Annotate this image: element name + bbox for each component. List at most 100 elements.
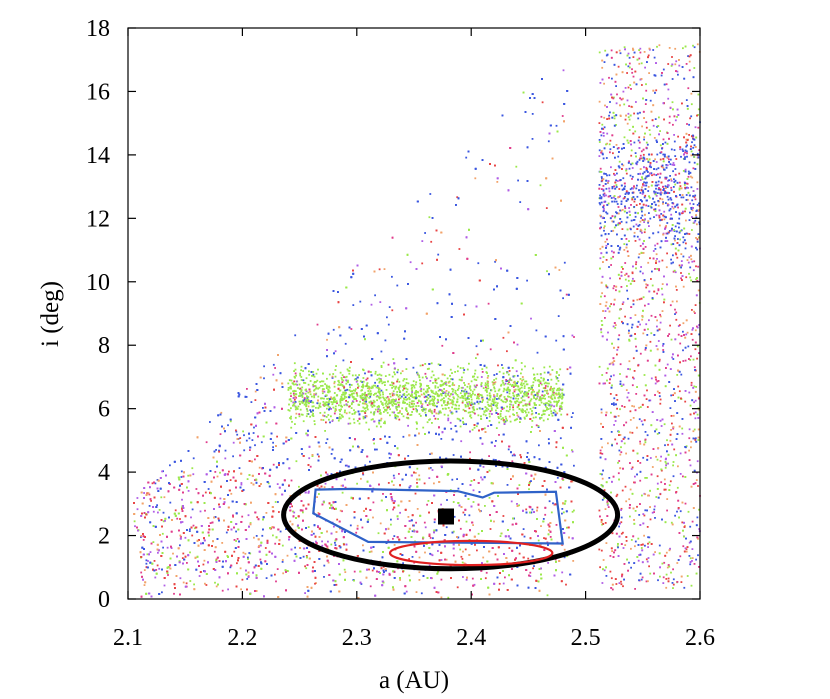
scatter-point [307,503,310,506]
scatter-point [561,426,564,429]
scatter-point [268,485,271,488]
scatter-point [472,489,475,492]
scatter-point [356,555,359,557]
scatter-point [535,579,538,582]
scatter-point [309,465,312,468]
scatter-point [533,456,536,459]
scatter-point [459,527,462,530]
scatter-point [363,510,365,512]
scatter-point [411,530,414,533]
scatter-point [326,555,328,558]
scatter-point [339,470,341,473]
scatter-point [403,592,406,595]
scatter-point [415,268,418,270]
scatter-point [407,283,409,285]
scatter-point [148,493,151,496]
scatter-point [388,573,391,576]
scatter-point [325,544,327,547]
scatter-point [474,177,477,180]
scatter-point [157,549,160,552]
scatter-point [511,523,514,526]
scatter-point [525,569,528,571]
scatter-point [482,339,484,342]
scatter-point [161,552,164,554]
scatter-point [268,550,271,553]
scatter-point [561,571,564,574]
scatter-point [481,530,483,532]
scatter-point [213,496,216,499]
scatter-point [167,566,170,568]
scatter-point [142,578,144,581]
scatter-point [468,554,471,556]
scatter-point [203,502,206,504]
scatter-point [533,565,535,567]
scatter-point [243,434,245,437]
scatter-point [437,570,439,573]
scatter-point [328,408,330,411]
scatter-point [347,465,350,468]
scatter-point [270,432,273,435]
scatter-point [200,542,202,545]
scatter-point [197,544,200,547]
scatter-point [158,593,161,595]
scatter-point [359,570,362,573]
scatter-point [228,489,231,492]
scatter-point [216,465,218,468]
scatter-point [464,304,467,307]
scatter-point [535,424,538,427]
scatter-point [404,330,406,333]
scatter-point [521,533,524,536]
scatter-point [443,539,446,542]
scatter-point [221,425,223,428]
scatter-point [318,536,321,538]
scatter-point [500,532,503,535]
scatter-point [140,536,142,538]
scatter-point [314,570,316,572]
scatter-point [231,554,233,557]
scatter-point [308,557,311,560]
scatter-point [198,575,201,577]
scatter-point [318,527,321,530]
scatter-point [410,519,413,522]
scatter-point [533,97,536,99]
scatter-point [556,466,559,469]
scatter-point [477,468,480,471]
scatter-point [386,509,388,512]
scatter-point [555,124,558,127]
scatter-point [440,438,443,440]
scatter-point [462,390,465,393]
scatter-point [237,559,239,562]
scatter-point [416,530,419,533]
scatter-point [269,468,272,471]
scatter-point [506,380,509,382]
scatter-point [329,421,331,424]
scatter-point [249,592,252,595]
scatter-point [334,539,337,542]
scatter-point [178,529,180,532]
scatter-point [505,380,508,382]
scatter-point [543,480,546,482]
scatter-point [205,584,208,586]
scatter-point [565,454,568,457]
scatter-point [142,539,145,541]
scatter-point [157,551,159,554]
scatter-point [184,515,187,518]
scatter-point [304,592,306,594]
scatter-point [497,364,499,367]
scatter-point [397,454,400,457]
scatter-point [299,557,302,559]
scatter-point [350,328,353,330]
scatter-point [514,359,517,362]
scatter-point [305,527,307,529]
scatter-point [224,430,226,433]
scatter-point [307,413,310,415]
scatter-point [497,546,500,549]
scatter-point [348,326,351,329]
scatter-point [337,301,340,304]
scatter-point [336,417,339,419]
scatter-point [166,566,169,569]
scatter-point [227,494,229,496]
scatter-point [341,491,344,494]
scatter-point [497,495,499,497]
scatter-point [272,363,275,366]
